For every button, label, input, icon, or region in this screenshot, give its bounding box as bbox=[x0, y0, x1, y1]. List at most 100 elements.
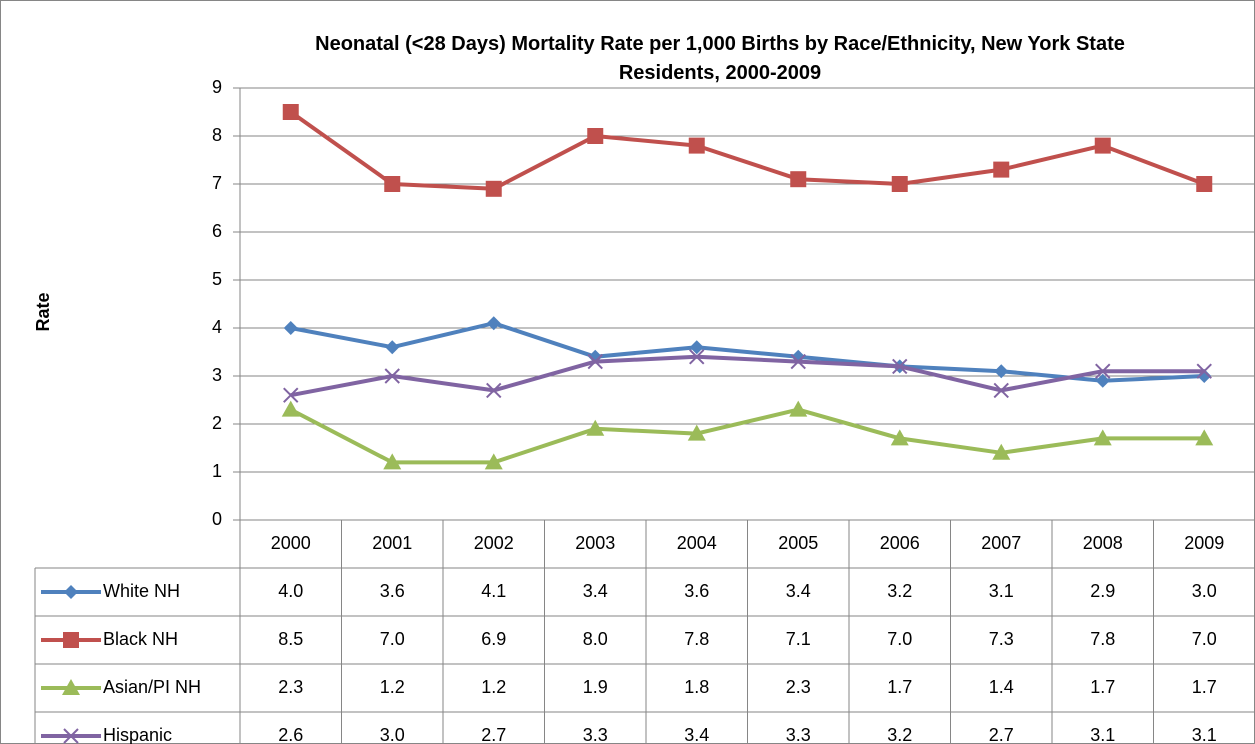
marker bbox=[385, 340, 400, 355]
marker bbox=[281, 400, 300, 417]
table-value: 3.3 bbox=[583, 725, 608, 744]
table-value: 1.2 bbox=[380, 677, 405, 697]
table-value: 3.1 bbox=[989, 581, 1014, 601]
marker bbox=[790, 171, 807, 188]
table-value: 7.0 bbox=[380, 629, 405, 649]
marker bbox=[1093, 429, 1112, 446]
table-value: 1.7 bbox=[1192, 677, 1217, 697]
y-tick-label: 3 bbox=[212, 365, 222, 385]
marker bbox=[384, 176, 401, 192]
marker bbox=[890, 429, 909, 446]
legend-label: White NH bbox=[103, 581, 180, 601]
table-value: 8.0 bbox=[583, 629, 608, 649]
marker bbox=[993, 161, 1010, 178]
table-value: 1.4 bbox=[989, 677, 1014, 697]
table-value: 7.3 bbox=[989, 629, 1014, 649]
y-tick-label: 9 bbox=[212, 77, 222, 97]
marker bbox=[486, 316, 501, 331]
table-value: 1.9 bbox=[583, 677, 608, 697]
y-axis-label: Rate bbox=[33, 292, 53, 331]
table-value: 2.7 bbox=[481, 725, 506, 744]
chart-title: Neonatal (<28 Days) Mortality Rate per 1… bbox=[315, 33, 1125, 84]
marker bbox=[1095, 373, 1110, 388]
y-tick-label: 7 bbox=[212, 173, 222, 193]
table-value: 7.1 bbox=[786, 629, 811, 649]
marker bbox=[1095, 363, 1111, 379]
table-value: 1.7 bbox=[887, 677, 912, 697]
table-value: 3.6 bbox=[380, 581, 405, 601]
legend-key-marker bbox=[62, 679, 80, 695]
marker bbox=[484, 453, 503, 470]
table-value: 3.2 bbox=[887, 725, 912, 744]
x-tick-label: 2000 bbox=[271, 533, 311, 553]
x-tick-label: 2007 bbox=[981, 533, 1021, 553]
legend-label: Asian/PI NH bbox=[103, 677, 201, 697]
table-value: 1.8 bbox=[684, 677, 709, 697]
table-value: 6.9 bbox=[481, 629, 506, 649]
table-value: 3.2 bbox=[887, 581, 912, 601]
table-value: 3.4 bbox=[583, 581, 608, 601]
marker bbox=[687, 424, 706, 441]
x-tick-label: 2008 bbox=[1083, 533, 1123, 553]
table-value: 7.0 bbox=[887, 629, 912, 649]
table-value: 3.1 bbox=[1090, 725, 1115, 744]
marker bbox=[1196, 176, 1213, 192]
legend-label: Black NH bbox=[103, 629, 178, 649]
series-line bbox=[290, 354, 1205, 398]
marker bbox=[282, 104, 299, 120]
marker bbox=[587, 353, 603, 370]
marker bbox=[688, 137, 705, 154]
table-value: 2.9 bbox=[1090, 581, 1115, 601]
table-value: 3.4 bbox=[684, 725, 709, 744]
legend-key-marker bbox=[63, 728, 79, 744]
series-line bbox=[290, 321, 1205, 383]
table-value: 2.3 bbox=[278, 677, 303, 697]
table-value: 2.7 bbox=[989, 725, 1014, 744]
y-tick-label: 0 bbox=[212, 509, 222, 529]
marker bbox=[383, 453, 402, 470]
legend-key-marker bbox=[64, 585, 78, 599]
table-value: 3.0 bbox=[380, 725, 405, 744]
marker bbox=[283, 387, 299, 403]
y-tick-label: 5 bbox=[212, 269, 222, 289]
table-value: 2.3 bbox=[786, 677, 811, 697]
marker bbox=[283, 321, 298, 335]
table-value: 8.5 bbox=[278, 629, 303, 649]
table-value: 3.3 bbox=[786, 725, 811, 744]
table-value: 3.0 bbox=[1192, 581, 1217, 601]
table-value: 3.1 bbox=[1192, 725, 1217, 744]
marker bbox=[992, 443, 1011, 460]
y-tick-label: 8 bbox=[212, 125, 222, 145]
marker bbox=[891, 176, 908, 192]
legend-key-marker bbox=[63, 632, 79, 648]
x-tick-label: 2005 bbox=[778, 533, 818, 553]
marker bbox=[586, 419, 605, 436]
x-tick-label: 2003 bbox=[575, 533, 615, 553]
x-tick-label: 2009 bbox=[1184, 533, 1224, 553]
y-tick-label: 2 bbox=[212, 413, 222, 433]
table-value: 1.2 bbox=[481, 677, 506, 697]
marker bbox=[1195, 429, 1214, 446]
x-tick-label: 2006 bbox=[880, 533, 920, 553]
table-value: 2.6 bbox=[278, 725, 303, 744]
table-value: 4.1 bbox=[481, 581, 506, 601]
table-value: 3.4 bbox=[786, 581, 811, 601]
marker bbox=[689, 349, 705, 365]
table-value: 4.0 bbox=[278, 581, 303, 601]
marker bbox=[587, 128, 604, 144]
y-tick-label: 6 bbox=[212, 221, 222, 241]
marker bbox=[993, 382, 1009, 399]
table-value: 7.0 bbox=[1192, 629, 1217, 649]
marker bbox=[790, 353, 806, 370]
y-tick-label: 1 bbox=[212, 461, 222, 481]
marker bbox=[384, 368, 400, 384]
marker bbox=[994, 364, 1009, 379]
marker bbox=[486, 382, 502, 399]
marker bbox=[485, 180, 502, 197]
x-tick-label: 2004 bbox=[677, 533, 717, 553]
marker bbox=[789, 400, 808, 417]
series-line bbox=[289, 407, 1205, 465]
